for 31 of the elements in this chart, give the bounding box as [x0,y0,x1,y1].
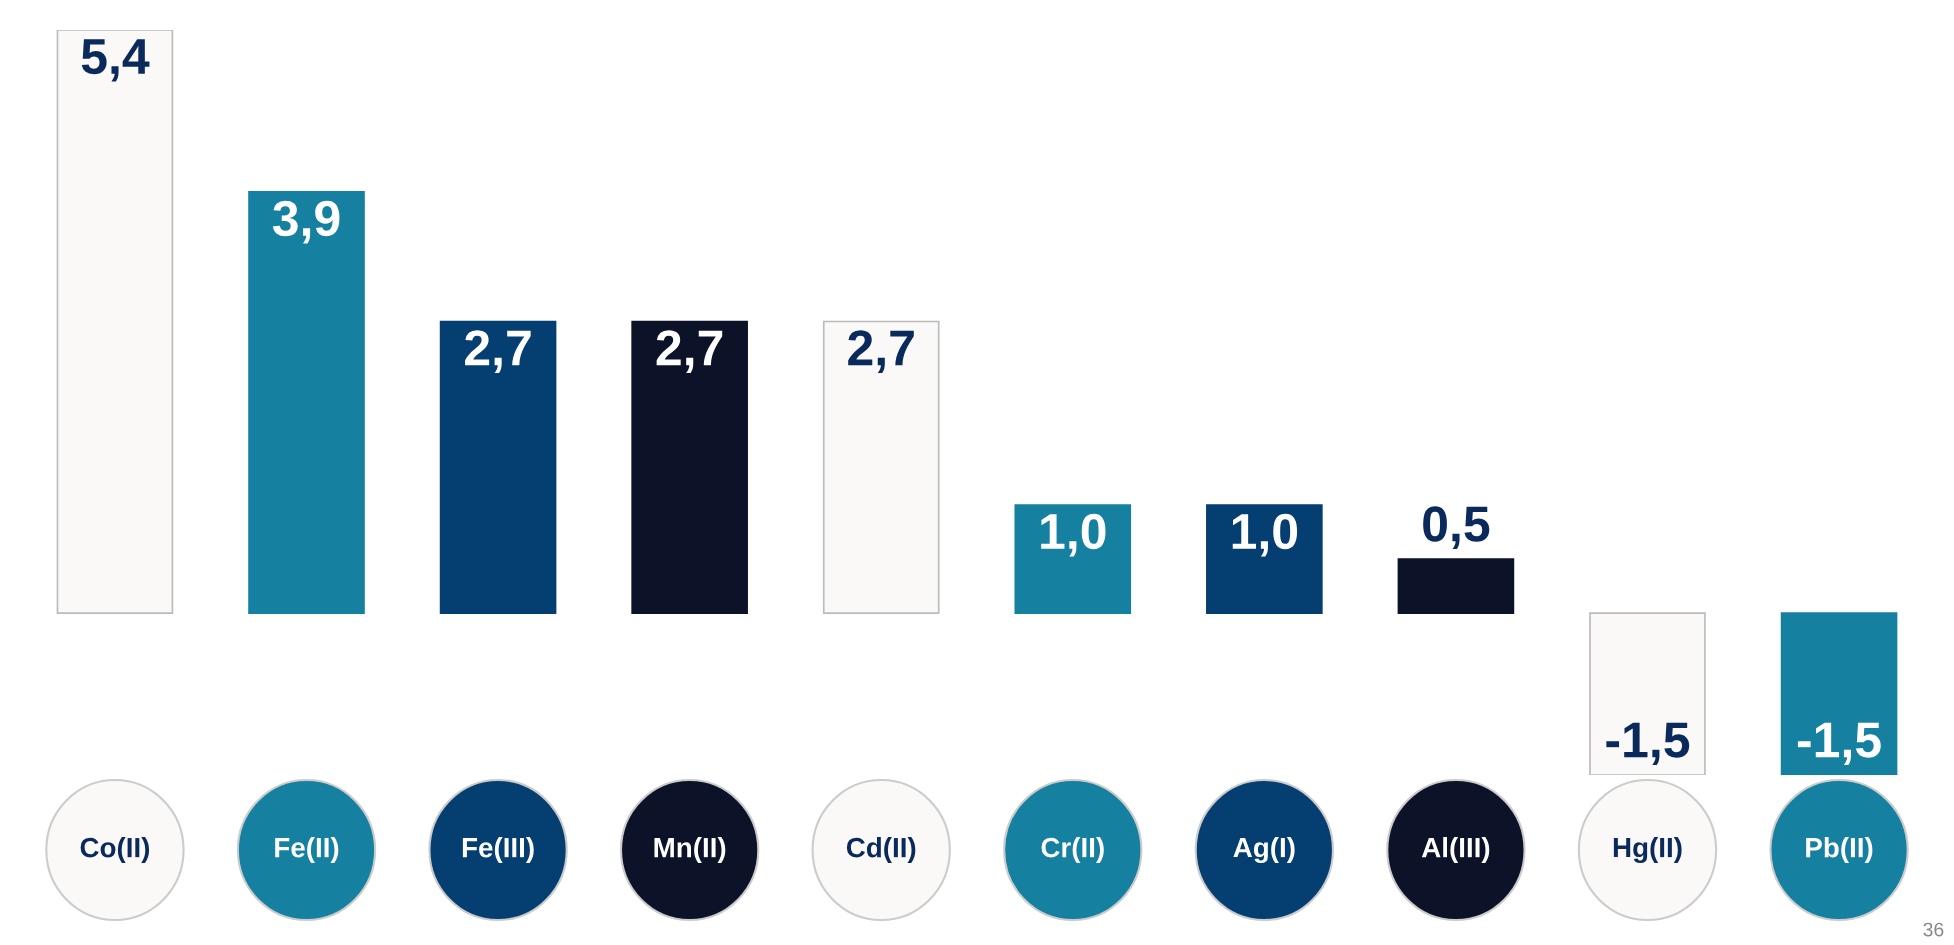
bar [56,30,174,614]
data-label: 2,7 [465,330,531,373]
bar [1206,504,1323,614]
bar [631,320,748,614]
x-tick-label: Fe(II) [275,837,339,863]
data-label: 3,9 [272,200,340,244]
bar [439,320,557,614]
data-label: 2,7 [848,330,914,373]
bar [248,191,365,614]
text: 36 [1923,922,1944,937]
data-label: -1,5 [1797,722,1881,765]
x-tick-label: Fe(III) [462,837,534,863]
bar [1014,504,1132,614]
data-label: 1,0 [1041,513,1106,557]
x-tick-label: Co(II) [80,837,150,863]
bar [1780,612,1898,775]
bar [1397,558,1515,614]
data-label: 1,0 [1232,513,1298,557]
data-label: -1,5 [1606,722,1690,765]
x-tick-label: Pb(II) [1806,837,1873,863]
data-label: 5,4 [81,39,150,82]
data-label: 0,5 [1423,506,1490,549]
x-tick-label: Mn(II) [654,837,726,863]
x-tick-label: Cd(II) [846,837,916,863]
x-tick-label: Hg(II) [1613,836,1682,864]
x-tick-label: Cr(II) [1041,837,1104,863]
data-label: 2,7 [656,330,723,373]
x-tick-label: Al(III) [1421,837,1490,863]
bar [822,320,940,614]
x-tick-label: Ag(I) [1233,836,1295,864]
bar [1589,612,1706,775]
